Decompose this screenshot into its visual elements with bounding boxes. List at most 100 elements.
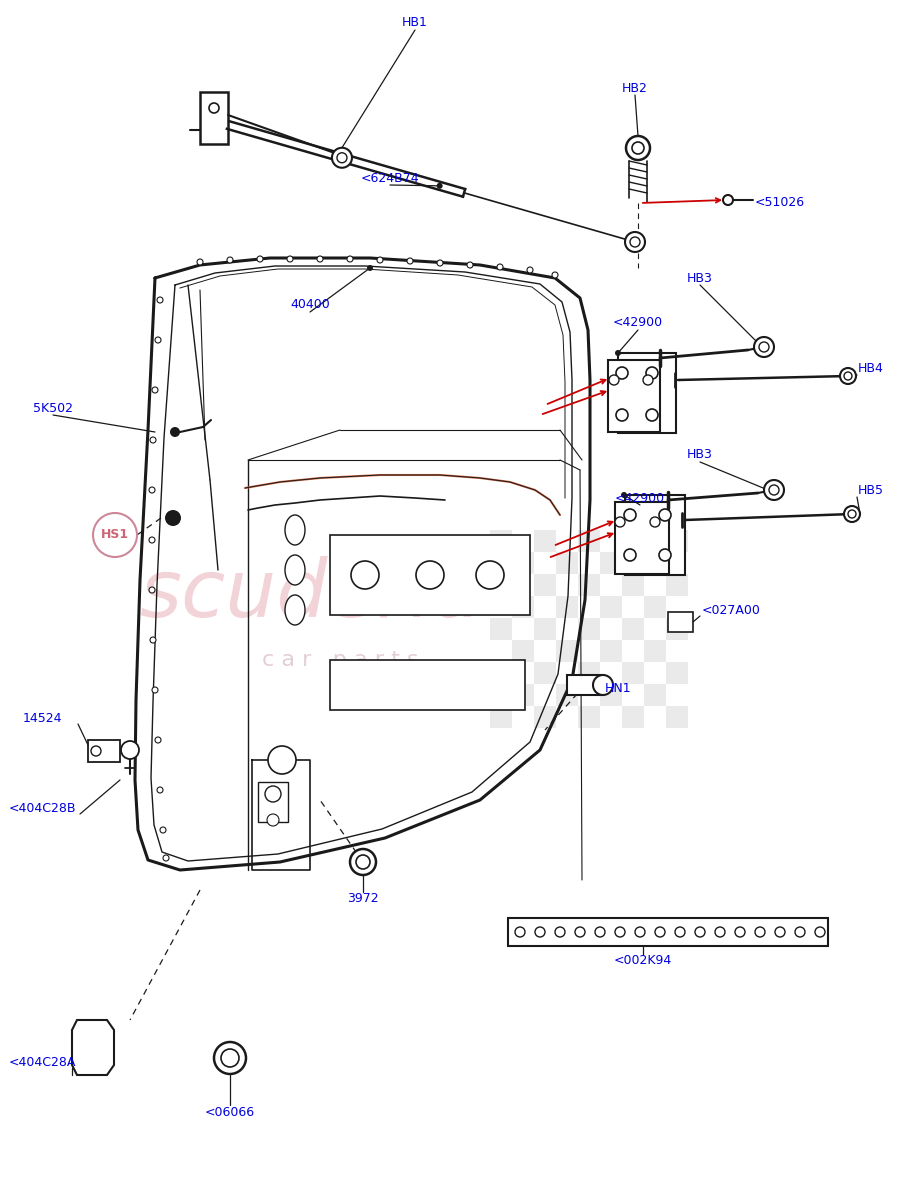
Circle shape	[764, 480, 784, 500]
Circle shape	[287, 256, 293, 262]
Circle shape	[755, 926, 765, 937]
Circle shape	[840, 368, 856, 384]
Circle shape	[555, 926, 565, 937]
Circle shape	[723, 194, 733, 205]
Circle shape	[646, 409, 658, 421]
Circle shape	[467, 262, 473, 268]
Circle shape	[615, 926, 625, 937]
Ellipse shape	[285, 595, 305, 625]
Circle shape	[150, 637, 156, 643]
Circle shape	[593, 674, 613, 695]
Text: 40400: 40400	[291, 299, 330, 312]
Circle shape	[265, 786, 281, 802]
Bar	[644, 552, 666, 574]
Circle shape	[735, 926, 745, 937]
Bar	[622, 574, 644, 596]
Circle shape	[197, 259, 203, 265]
Text: <404C28B: <404C28B	[8, 802, 76, 815]
Circle shape	[650, 517, 660, 527]
Bar	[200, 92, 228, 144]
Circle shape	[267, 814, 279, 826]
Text: <404C28A: <404C28A	[8, 1056, 76, 1068]
Circle shape	[155, 337, 161, 343]
Circle shape	[350, 850, 376, 875]
Circle shape	[632, 142, 644, 154]
Bar	[534, 574, 556, 596]
Circle shape	[332, 148, 352, 168]
Text: <42900: <42900	[614, 492, 665, 504]
Circle shape	[759, 342, 769, 352]
Circle shape	[515, 926, 525, 937]
Circle shape	[769, 485, 779, 494]
Text: scuderia: scuderia	[138, 556, 481, 634]
Circle shape	[121, 740, 139, 758]
Circle shape	[625, 232, 645, 252]
Bar	[666, 706, 688, 728]
Circle shape	[609, 374, 619, 385]
Bar	[666, 574, 688, 596]
Bar	[622, 662, 644, 684]
Bar	[578, 706, 600, 728]
Text: 3972: 3972	[348, 892, 379, 905]
Bar	[556, 684, 578, 706]
Circle shape	[476, 560, 504, 589]
Circle shape	[170, 427, 180, 437]
Text: HB3: HB3	[687, 449, 713, 462]
Text: <002K94: <002K94	[614, 954, 672, 966]
Circle shape	[149, 487, 155, 493]
Text: 5K502: 5K502	[33, 402, 73, 414]
Bar	[490, 618, 512, 640]
Circle shape	[775, 926, 785, 937]
Text: <42900: <42900	[613, 316, 663, 329]
Circle shape	[268, 746, 296, 774]
Circle shape	[595, 926, 605, 937]
Circle shape	[616, 367, 628, 379]
Bar	[490, 574, 512, 596]
Circle shape	[347, 256, 353, 262]
Bar	[556, 552, 578, 574]
Circle shape	[754, 337, 774, 358]
Circle shape	[621, 492, 627, 498]
Bar	[622, 530, 644, 552]
Text: HB2: HB2	[622, 82, 648, 95]
Circle shape	[848, 510, 856, 518]
Bar	[622, 706, 644, 728]
Bar	[666, 530, 688, 552]
Circle shape	[624, 509, 636, 521]
Bar	[666, 618, 688, 640]
Polygon shape	[72, 1020, 114, 1075]
Circle shape	[844, 372, 852, 380]
Circle shape	[149, 538, 155, 542]
Bar	[578, 618, 600, 640]
Circle shape	[257, 256, 263, 262]
Circle shape	[377, 257, 383, 263]
Bar	[622, 618, 644, 640]
Text: <06066: <06066	[205, 1105, 255, 1118]
Ellipse shape	[285, 515, 305, 545]
Text: <027A00: <027A00	[702, 604, 761, 617]
Bar	[615, 502, 669, 574]
Circle shape	[157, 787, 163, 793]
Circle shape	[646, 367, 658, 379]
Circle shape	[659, 550, 671, 560]
Circle shape	[695, 926, 705, 937]
Bar	[330, 535, 530, 614]
Bar	[534, 662, 556, 684]
Text: 14524: 14524	[23, 712, 62, 725]
Text: HB3: HB3	[687, 271, 713, 284]
Circle shape	[635, 926, 645, 937]
Circle shape	[626, 136, 650, 160]
Ellipse shape	[285, 554, 305, 584]
Circle shape	[535, 926, 545, 937]
Bar	[600, 552, 622, 574]
Bar	[666, 662, 688, 684]
Bar	[608, 360, 660, 432]
Bar	[508, 918, 828, 946]
Circle shape	[407, 258, 413, 264]
Circle shape	[214, 1042, 246, 1074]
Circle shape	[436, 182, 443, 188]
Bar	[578, 574, 600, 596]
Circle shape	[616, 409, 628, 421]
Circle shape	[227, 257, 233, 263]
Bar	[490, 662, 512, 684]
